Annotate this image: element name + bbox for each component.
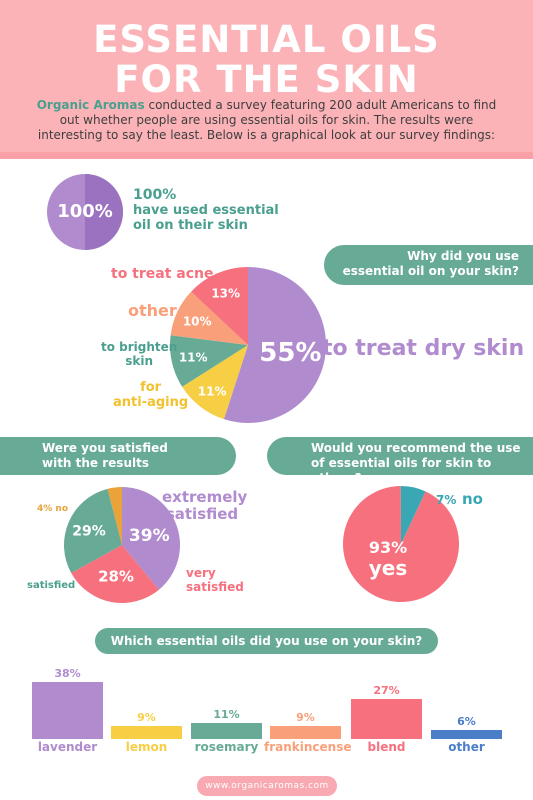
satisfied-pie-chart: 39% 28% 29% xyxy=(64,487,180,603)
pie-slice-very-satisfied xyxy=(71,545,159,603)
sat-label-very: very satisfied xyxy=(186,566,244,594)
bar-lemon xyxy=(111,725,182,739)
bar-rosemary xyxy=(191,722,262,739)
rec-label-no-pct: 7% xyxy=(436,493,457,507)
why-label-dry: to treat dry skin xyxy=(322,336,525,361)
rec-label-yes-word: yes xyxy=(368,556,408,580)
footer-url[interactable]: www.organicaromas.com xyxy=(197,776,337,796)
pie-label-to-brighten-skin: 11% xyxy=(179,350,208,364)
bar-value-blend: 27% xyxy=(373,683,400,697)
question-recommend: Would you recommend the use of essential… xyxy=(267,437,533,485)
pie-label-other: 10% xyxy=(183,314,212,328)
recommend-pie-chart xyxy=(343,486,459,602)
used-stat-line1: have used essential xyxy=(133,203,279,218)
why-label-anti-aging: for anti-aging xyxy=(113,380,188,410)
sat-label-extreme-line1: extremely xyxy=(162,488,248,506)
bar-category-lemon: lemon xyxy=(125,740,168,754)
used-stat-value: 100% xyxy=(133,187,177,203)
used-stat: 100% have used essential oil on their sk… xyxy=(133,187,279,234)
used-stat-line2: oil on their skin xyxy=(133,218,248,233)
question-satisfied-line1: Were you satisfied xyxy=(42,441,168,455)
why-label-anti-line2: anti-aging xyxy=(113,395,189,410)
pie-label-satisfied: 29% xyxy=(72,524,106,540)
bar-value-rosemary: 11% xyxy=(213,707,240,721)
intro-paragraph: Organic Aromas conducted a survey featur… xyxy=(30,98,503,143)
pie-slice-no xyxy=(400,486,426,544)
question-oils-text: Which essential oils did you use on your… xyxy=(110,634,423,648)
intro-text: conducted a survey featuring 200 adult A… xyxy=(37,98,497,142)
bar-category-frankincense: frankincense xyxy=(264,740,352,754)
sat-label-extreme: extremely satisfied xyxy=(162,488,248,523)
bar-lavender xyxy=(32,682,103,739)
sat-label-very-line1: very xyxy=(186,566,216,580)
bar-value-lavender: 38% xyxy=(54,667,81,680)
rec-label-yes-pct: 93% xyxy=(368,538,408,557)
bar-value-lemon: 9% xyxy=(137,710,156,724)
pie-label-very-satisfied: 28% xyxy=(98,568,134,586)
sat-label-extreme-line2: satisfied xyxy=(165,505,239,523)
brand-name: Organic Aromas xyxy=(36,98,145,112)
why-label-acne: to treat acne xyxy=(111,266,214,282)
bar-category-other: other xyxy=(448,740,485,754)
pie-slice-extremely-satisfied xyxy=(122,487,180,590)
header-banner xyxy=(0,0,533,152)
pie-slice-yes xyxy=(343,486,459,602)
pie-label-for-anti-aging: 11% xyxy=(198,384,227,398)
why-label-brighten-line1: to brighten xyxy=(101,340,178,354)
rec-label-no-word: no xyxy=(461,490,483,508)
bar-value-other: 6% xyxy=(457,715,476,728)
question-recommend-line2: of essential oils for skin to others? xyxy=(311,456,492,485)
pie-slice-to-treat-dry-skin xyxy=(223,267,326,423)
pie-slice-no xyxy=(107,487,122,545)
question-why-line2: essential oil on your skin? xyxy=(342,264,519,278)
pie-slice-satisfied xyxy=(64,488,122,573)
rec-label-no: 7% no xyxy=(436,489,483,508)
pie-label-to-treat-acne: 13% xyxy=(211,287,240,301)
question-oils: Which essential oils did you use on your… xyxy=(95,628,438,654)
question-why: Why did you use essential oil on your sk… xyxy=(324,245,533,285)
oils-bar-chart: 38% lavender 9% lemon 11% rosemary 9% frankince… xyxy=(0,655,533,765)
sat-label-very-line2: satisfied xyxy=(186,580,244,594)
pie-slice-other xyxy=(170,291,248,345)
why-label-brighten-line2: skin xyxy=(125,354,154,368)
used-circle-shade xyxy=(85,174,123,250)
bar-category-blend: blend xyxy=(367,740,406,754)
pie-slice-to-treat-acne xyxy=(191,267,248,345)
question-satisfied: Were you satisfied with the results xyxy=(0,437,236,475)
why-label-other: other xyxy=(128,301,177,320)
bar-frankincense xyxy=(270,725,341,739)
page-title: ESSENTIAL OILS FOR THE SKIN xyxy=(0,20,533,100)
bar-other xyxy=(431,730,502,739)
title-line-2: FOR THE SKIN xyxy=(114,58,419,101)
rec-label-yes: 93% yes xyxy=(358,538,418,578)
bar-category-lavender: lavender xyxy=(37,740,98,754)
why-pie-chart: 55% 11% 11% 10% 13% xyxy=(170,267,326,423)
header-stripe xyxy=(0,152,533,159)
bar-blend xyxy=(351,698,422,739)
question-satisfied-line2: with the results xyxy=(42,456,149,470)
title-line-1: ESSENTIAL OILS xyxy=(93,18,440,61)
sat-label-satisfied: satisfied xyxy=(27,580,76,591)
used-percent: 100% xyxy=(57,201,113,222)
bar-value-frankincense: 9% xyxy=(296,710,315,724)
why-label-anti-line1: for xyxy=(140,380,162,395)
pie-slice-for-anti-aging xyxy=(182,345,248,420)
why-label-brighten: to brighten skin xyxy=(101,340,177,368)
question-why-line1: Why did you use xyxy=(407,249,519,263)
pie-label-to-treat-dry-skin: 55% xyxy=(259,338,321,368)
used-circle: 100% xyxy=(47,174,123,250)
question-recommend-line1: Would you recommend the use xyxy=(311,441,521,455)
pie-label-extremely-satisfied: 39% xyxy=(129,526,170,546)
sat-label-no: 4% no xyxy=(37,504,69,514)
pie-slice-to-brighten-skin xyxy=(170,335,248,387)
bar-category-rosemary: rosemary xyxy=(194,740,259,754)
